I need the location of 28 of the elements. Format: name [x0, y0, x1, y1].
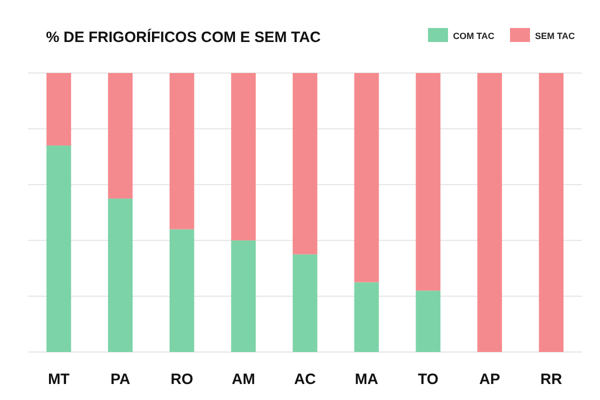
bar: [46, 73, 72, 146]
x-tick-label: PA: [110, 371, 130, 388]
x-tick-label: RO: [170, 371, 194, 388]
bar: [108, 198, 133, 352]
bar: [46, 146, 72, 352]
chart-title: % DE FRIGORÍFICOS COM E SEM TAC: [46, 28, 321, 46]
x-tick-label: TO: [418, 371, 439, 388]
x-tick-label: RR: [540, 371, 562, 388]
x-tick-label: AM: [232, 371, 256, 388]
bar: [292, 254, 318, 352]
x-tick-label: AP: [479, 371, 500, 388]
bar: [477, 73, 502, 352]
legend-label: COM TAC: [453, 31, 495, 41]
x-tick-label: AC: [294, 371, 316, 388]
bar: [170, 229, 194, 352]
legend-label: SEM TAC: [535, 31, 576, 41]
x-tick-label: MT: [48, 371, 70, 388]
bar: [354, 73, 379, 282]
bar: [538, 73, 564, 352]
bar: [416, 73, 440, 291]
bar: [231, 73, 256, 240]
bar: [108, 73, 133, 199]
bar: [292, 73, 318, 254]
bar: [170, 73, 194, 230]
bar: [231, 240, 256, 352]
bar: [416, 290, 440, 352]
x-tick-label: MA: [354, 371, 378, 388]
bar: [354, 282, 379, 352]
